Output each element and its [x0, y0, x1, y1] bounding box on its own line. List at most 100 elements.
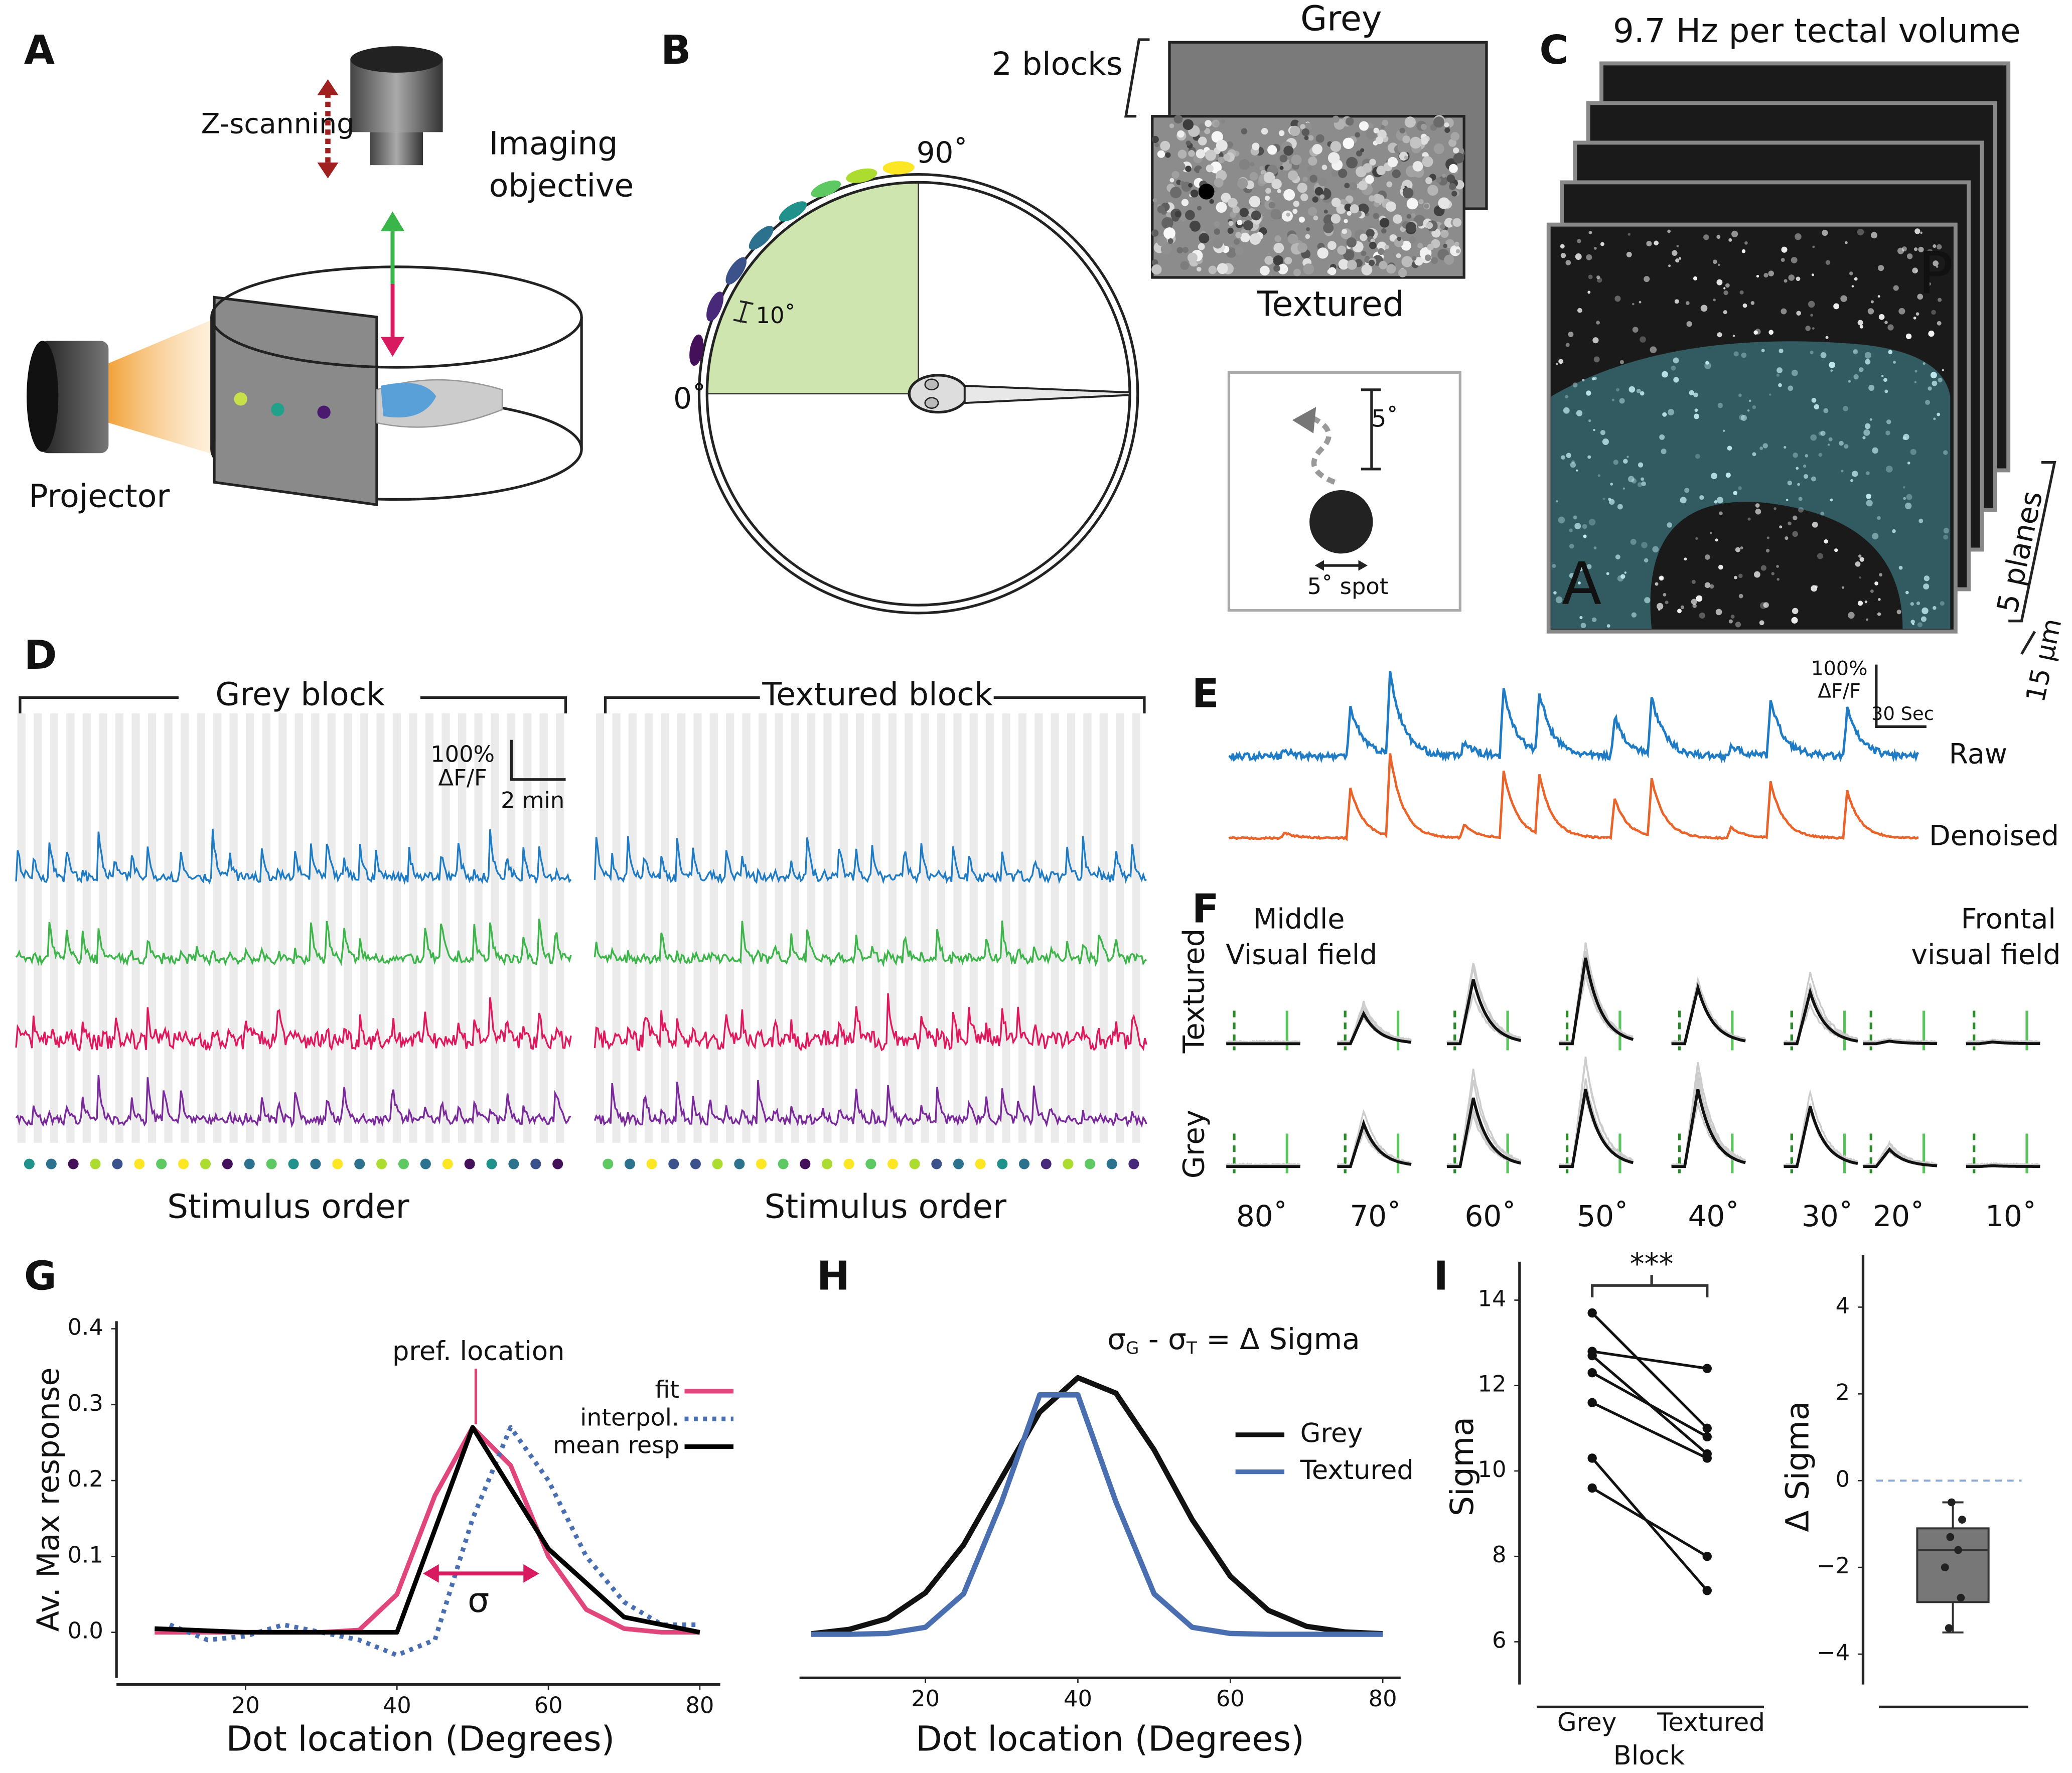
cell — [1928, 330, 1935, 337]
cell — [1600, 430, 1605, 435]
stimulus-stripe — [556, 713, 564, 1143]
stimulus-dot — [953, 1158, 964, 1169]
trial-response — [1559, 942, 1634, 1045]
cell — [1748, 399, 1751, 402]
cell — [1753, 330, 1758, 335]
cell — [1575, 253, 1582, 260]
cell — [1574, 523, 1581, 530]
cell — [1577, 581, 1581, 585]
cell — [1576, 469, 1578, 472]
texture-grain — [1300, 193, 1308, 201]
stimulus-stripe — [628, 713, 637, 1143]
cell — [1623, 459, 1628, 464]
texture-grain — [1406, 198, 1418, 210]
cell — [1811, 273, 1815, 276]
texture-grain — [1337, 245, 1347, 255]
stimulus-dot — [821, 1158, 833, 1169]
cell — [1760, 565, 1766, 571]
cell — [1886, 419, 1891, 424]
stimulus-stripe — [131, 713, 140, 1143]
calcium-trace — [15, 1075, 571, 1128]
texture-grain — [1221, 193, 1231, 203]
cell — [1778, 383, 1782, 387]
texture-grain — [1424, 254, 1431, 261]
annotation: visual field — [1911, 939, 2060, 971]
cell — [1596, 275, 1600, 279]
stimulus-stripe — [1051, 713, 1059, 1143]
cell — [1673, 357, 1679, 364]
cell — [1659, 434, 1665, 440]
texture-grain — [1186, 140, 1191, 146]
cell — [1833, 303, 1840, 310]
texture-grain — [1440, 224, 1445, 229]
annotation: Projector — [29, 477, 170, 514]
trial-response — [1446, 966, 1522, 1045]
angle-label: 0˚ — [673, 381, 706, 415]
texture-grain — [1227, 227, 1234, 234]
cell — [1586, 254, 1592, 260]
cell — [1818, 453, 1823, 457]
cell — [1671, 365, 1676, 371]
cell — [1723, 290, 1728, 296]
texture-grain — [1423, 203, 1429, 209]
texture-grain — [1151, 135, 1159, 143]
texture-grain — [1204, 128, 1211, 134]
stimulus-stripe — [1132, 713, 1140, 1143]
point — [1958, 1516, 1966, 1524]
texture-grain — [1241, 128, 1248, 134]
texture-grain — [1338, 169, 1348, 178]
stimulus-stripe — [262, 713, 270, 1143]
stimulus-dot — [734, 1158, 745, 1169]
cell — [1864, 423, 1871, 429]
cell — [1626, 251, 1632, 257]
cell — [1930, 372, 1937, 379]
texture-grain — [1321, 165, 1327, 170]
texture-grain — [1249, 196, 1261, 208]
mean-response — [1784, 987, 1858, 1046]
y-axis-label: Sigma — [1443, 1417, 1481, 1516]
texture-grain — [1409, 236, 1416, 244]
texture-grain — [1317, 247, 1328, 259]
stimulus-stripe — [425, 713, 434, 1143]
y-tick-label: 6 — [1492, 1627, 1506, 1653]
texture-grain — [1288, 170, 1298, 181]
stimulus-dot — [200, 1158, 211, 1169]
row-label: Grey — [1177, 1110, 1211, 1178]
series-line — [811, 1375, 1383, 1637]
cell — [1617, 504, 1623, 510]
cell — [1855, 561, 1861, 567]
texture-grain — [1292, 209, 1298, 214]
texture-grain — [1327, 241, 1337, 250]
cell — [1667, 522, 1672, 528]
stimulus-stripe — [596, 713, 605, 1143]
y-tick-label: 8 — [1492, 1541, 1506, 1568]
texture-grain — [1270, 209, 1281, 220]
texture-grain — [1386, 264, 1396, 274]
cell — [1716, 235, 1721, 239]
stimulus-stripe — [693, 713, 702, 1143]
cell — [1693, 392, 1698, 397]
texture-grain — [1449, 183, 1456, 190]
stimulus-stripe — [246, 713, 254, 1143]
cell — [1776, 373, 1780, 377]
texture-grain — [1396, 253, 1401, 258]
texture-grain — [1308, 207, 1317, 216]
cell — [1881, 374, 1884, 377]
cell — [1662, 412, 1667, 417]
texture-grain — [1435, 177, 1441, 183]
cell — [1555, 363, 1558, 366]
texture-grain — [1185, 166, 1192, 172]
cell — [1665, 601, 1669, 605]
cell — [1853, 349, 1857, 354]
cell — [1740, 546, 1743, 550]
cell — [1558, 516, 1565, 524]
stimulus-dot — [156, 1158, 167, 1169]
y-tick-label: 0.4 — [68, 1314, 103, 1341]
cell — [1686, 321, 1692, 327]
x-axis-label: Dot location (Degrees) — [226, 1719, 615, 1759]
y-tick-label: 10 — [1478, 1456, 1507, 1483]
paired-line — [1591, 1401, 1708, 1459]
paired-point — [1702, 1364, 1712, 1373]
texture-grain — [1412, 161, 1423, 172]
texture-grain — [1235, 246, 1244, 255]
